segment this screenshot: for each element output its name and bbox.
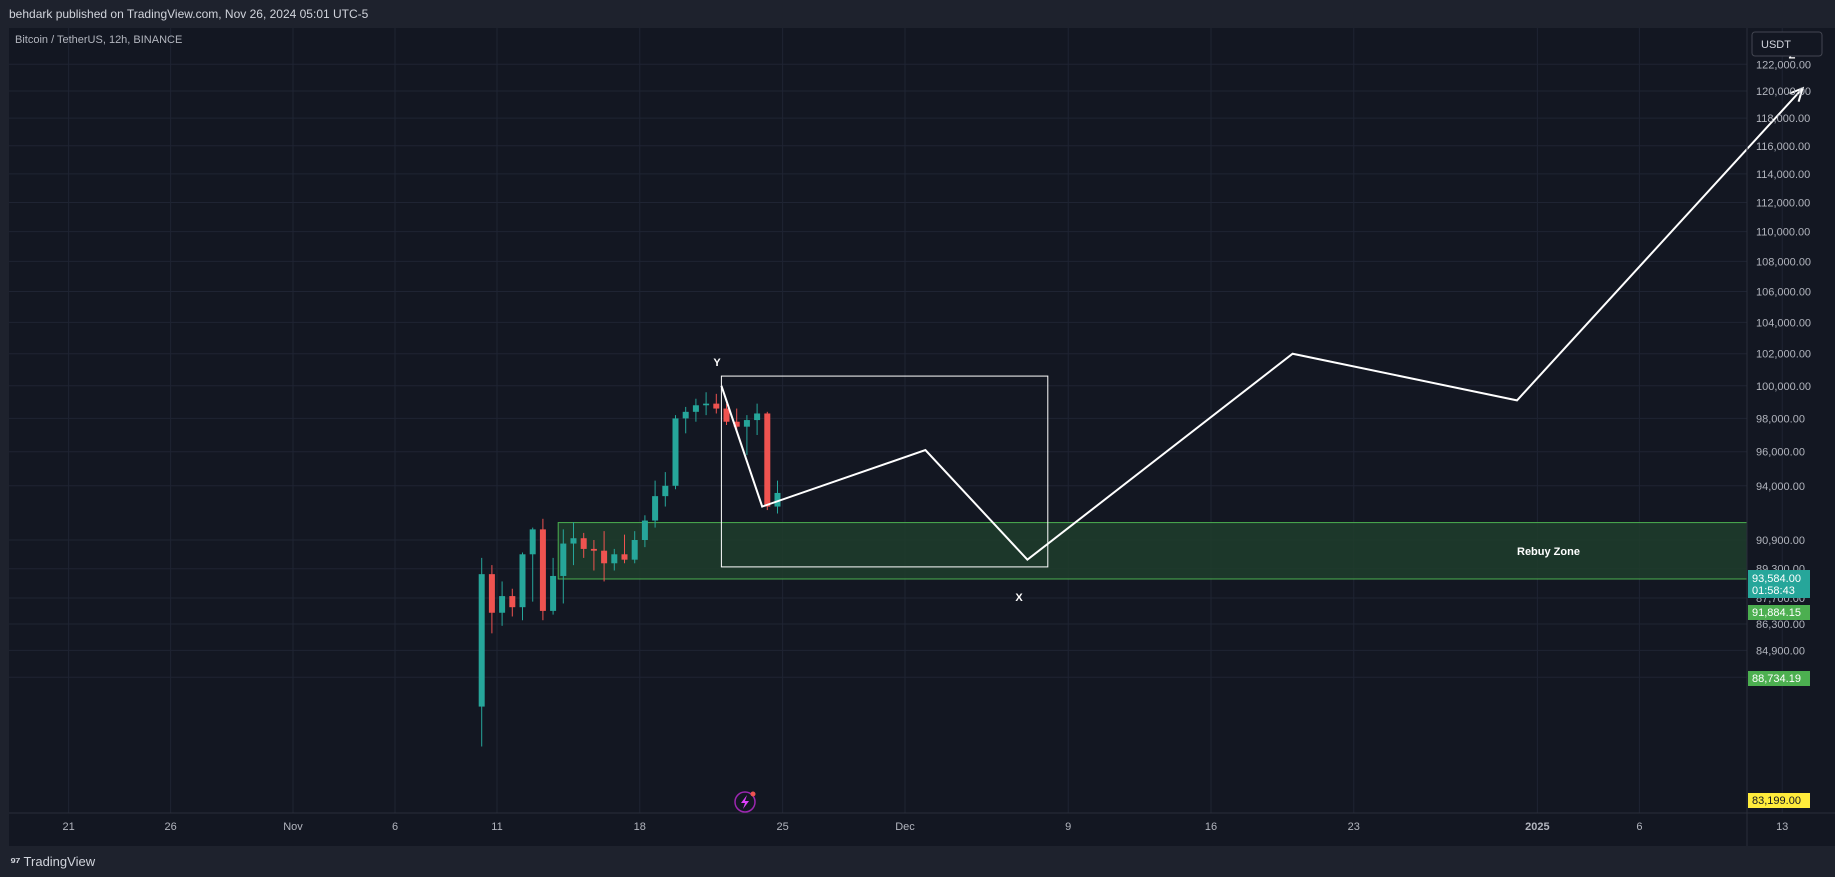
x-tick-label: Dec (895, 821, 915, 833)
y-tick-label: 110,000.00 (1756, 227, 1810, 239)
y-tick-label: 122,000.00 (1756, 59, 1811, 71)
candle[interactable] (743, 415, 750, 456)
arrow-head (1789, 86, 1805, 103)
candle[interactable] (754, 403, 761, 435)
candle[interactable] (539, 518, 546, 621)
candle[interactable] (703, 392, 710, 416)
candle[interactable] (499, 581, 506, 626)
lightning-event-icon[interactable] (734, 791, 756, 813)
y-tick-label: 84,900.00 (1756, 645, 1805, 657)
price-chart[interactable]: Rebuy Zone Y X Z Bitcoin / TetherUS, 12h… (9, 28, 1835, 846)
x-tick-label: 18 (634, 821, 646, 833)
rebuy-zone-label: Rebuy Zone (1517, 546, 1580, 558)
candle[interactable] (692, 398, 699, 422)
candle[interactable] (478, 557, 485, 747)
price-axis: 122,000.00 120,000.00 118,000.00 116,000.00… (1756, 59, 1811, 684)
symbol-info: Bitcoin / TetherUS, 12h, BINANCE (15, 34, 182, 46)
projection-path[interactable] (720, 87, 1804, 562)
x-tick-label: 11 (491, 821, 502, 833)
x-tick-label: 25 (776, 821, 788, 833)
candle[interactable] (580, 532, 587, 558)
x-tick-label: 21 (62, 821, 74, 833)
y-tick-label: 104,000.00 (1756, 317, 1811, 329)
x-tick-label: 16 (1205, 821, 1217, 833)
y-tick-label: 98,000.00 (1756, 413, 1805, 425)
y-tick-label: 120,000.00 (1756, 86, 1811, 98)
candle[interactable] (682, 406, 689, 434)
y-tick-label: 112,000.00 (1756, 198, 1810, 210)
candle[interactable] (529, 527, 536, 602)
x-tick-label: 13 (1776, 821, 1788, 833)
candle[interactable] (488, 565, 495, 634)
candles (478, 392, 781, 747)
x-tick-label: Nov (283, 821, 303, 833)
y-tick-label: 118,000.00 (1756, 113, 1810, 125)
x-tick-label: 23 (1348, 821, 1360, 833)
y-tick-label: 102,000.00 (1756, 349, 1811, 361)
zone-top-badge: 91,884.15 (1748, 605, 1810, 620)
zone-top-price: 91,884.15 (1752, 607, 1801, 619)
candle[interactable] (570, 522, 577, 566)
countdown: 01:58:43 (1752, 585, 1795, 597)
zone-bottom-price: 88,734.19 (1752, 673, 1801, 685)
y-tick-label: 90,900.00 (1756, 535, 1805, 547)
wave-box[interactable] (720, 375, 1049, 568)
zone-bottom-badge: 88,734.19 (1748, 671, 1810, 686)
candle[interactable] (652, 480, 659, 528)
y-tick-label: 86,300.00 (1756, 619, 1805, 631)
x-tick-label: 6 (1636, 821, 1642, 833)
candle[interactable] (641, 515, 648, 548)
y-tick-label: 96,000.00 (1756, 447, 1805, 459)
y-tick-label: 114,000.00 (1756, 169, 1810, 181)
time-axis: 142126Nov6111825Dec91623202561320 (62, 821, 1788, 833)
current-price: 93,584.00 (1752, 573, 1801, 585)
chart-frame[interactable]: Rebuy Zone Y X Z Bitcoin / TetherUS, 12h… (9, 28, 1835, 846)
publisher-line: behdark published on TradingView.com, No… (0, 0, 1835, 28)
candle[interactable] (631, 531, 638, 564)
candle[interactable] (662, 472, 669, 507)
wave-label-x: X (1015, 592, 1023, 604)
y-tick-label: 116,000.00 (1756, 141, 1810, 153)
footer-bar: ⁹⁷ TradingView (0, 846, 1835, 877)
candle[interactable] (560, 529, 567, 604)
wave-label-y: Y (713, 357, 721, 369)
candle[interactable] (519, 552, 526, 621)
x-tick-label: 26 (164, 821, 176, 833)
low-marker-badge: 83,199.00 (1748, 793, 1810, 808)
candle[interactable] (601, 531, 608, 582)
candle[interactable] (764, 411, 771, 511)
tradingview-logo[interactable]: ⁹⁷ TradingView (10, 854, 95, 869)
candle[interactable] (590, 540, 597, 571)
x-tick-label: 6 (392, 821, 398, 833)
candle[interactable] (550, 557, 557, 615)
candle[interactable] (672, 415, 679, 490)
candle[interactable] (611, 548, 618, 571)
y-tick-label: 100,000.00 (1756, 381, 1811, 393)
candle[interactable] (774, 480, 781, 514)
candle[interactable] (509, 588, 516, 617)
low-marker-price: 83,199.00 (1752, 795, 1801, 807)
current-price-badge: 93,584.00 01:58:43 (1748, 570, 1810, 598)
x-tick-label: 9 (1065, 821, 1071, 833)
candle[interactable] (733, 408, 740, 432)
x-tick-label: 2025 (1525, 821, 1549, 833)
candle[interactable] (621, 534, 628, 564)
y-tick-label: 108,000.00 (1756, 256, 1811, 268)
currency-button[interactable]: USDT (1751, 31, 1823, 57)
y-tick-label: 106,000.00 (1756, 287, 1811, 299)
svg-text:USDT: USDT (1761, 39, 1791, 51)
tradingview-logo-icon: ⁹⁷ (10, 854, 21, 869)
candle[interactable] (723, 403, 730, 426)
grid (9, 28, 1783, 813)
rebuy-zone[interactable] (557, 522, 1748, 580)
tradingview-logo-text: TradingView (23, 854, 96, 869)
candle[interactable] (713, 393, 720, 414)
y-tick-label: 94,000.00 (1756, 481, 1805, 493)
